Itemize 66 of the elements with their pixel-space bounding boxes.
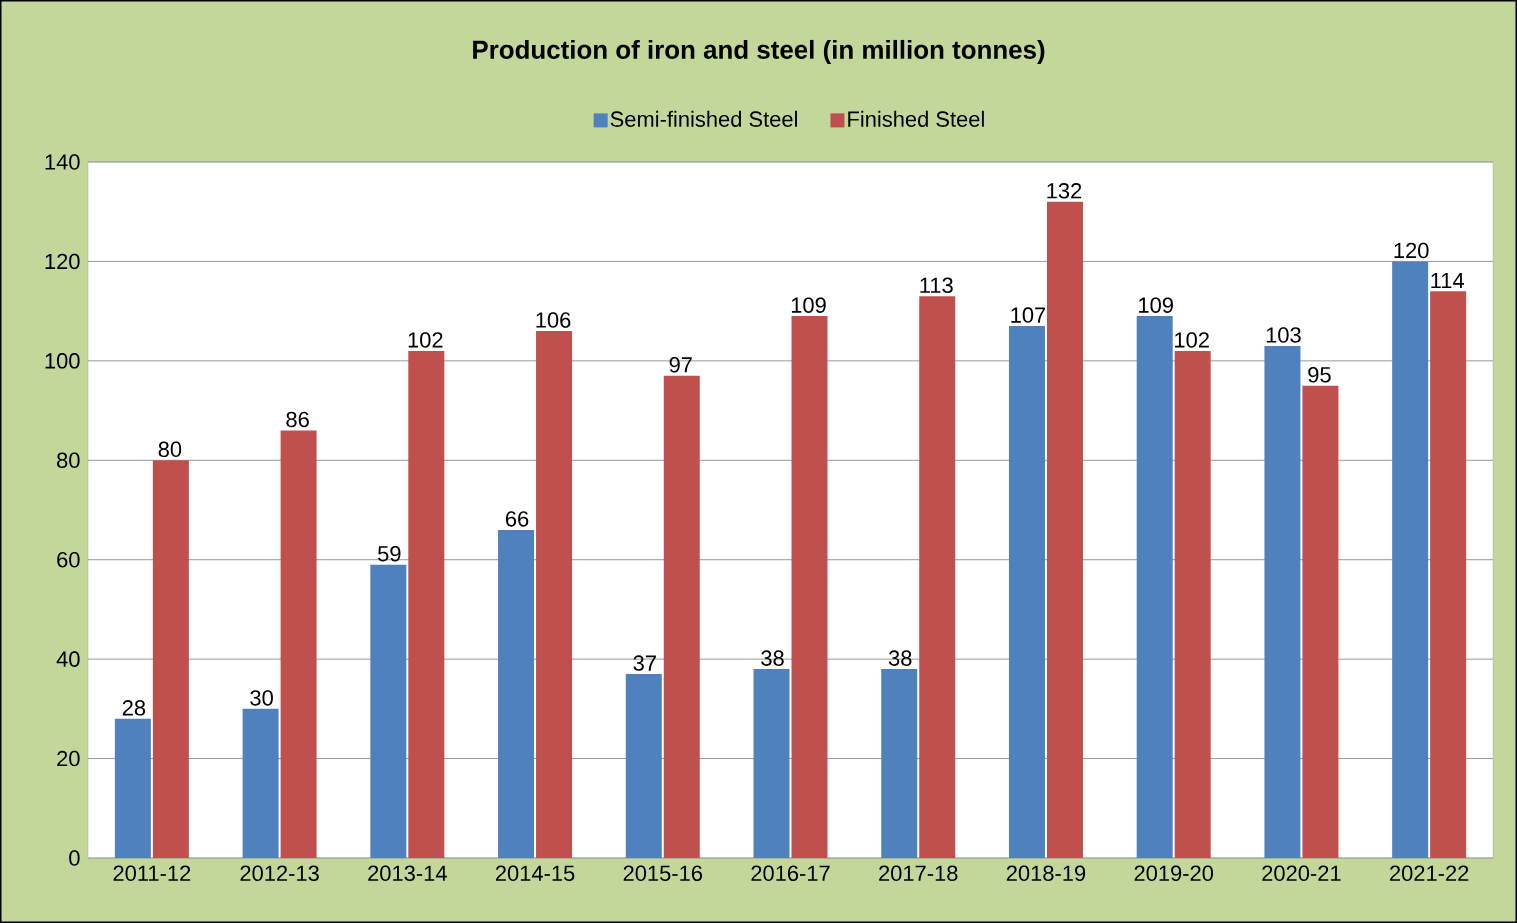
legend-label: Finished Steel: [848, 110, 984, 127]
x-tick-label: 2019-20: [1134, 865, 1214, 882]
x-tick-label: 2020-21: [1262, 865, 1341, 882]
bar: [1174, 350, 1211, 858]
bar: [498, 529, 535, 858]
bar: [370, 564, 407, 858]
bar: [408, 350, 445, 858]
bar: [1302, 385, 1339, 858]
x-tick-label: 2016-17: [751, 865, 830, 882]
x-tick-label: 2013-14: [368, 865, 447, 882]
bar: [625, 674, 662, 858]
bar: [1430, 291, 1467, 858]
data-label: 59: [378, 545, 401, 562]
data-label: 102: [408, 332, 443, 348]
bar: [1264, 345, 1301, 858]
data-label: 28: [122, 700, 146, 716]
y-tick-label: 0: [69, 850, 80, 866]
data-label: 80: [158, 441, 182, 458]
bar: [791, 316, 828, 858]
data-label: 38: [888, 650, 912, 666]
data-label: 109: [791, 297, 826, 313]
data-label: 66: [505, 511, 529, 527]
data-label: 106: [536, 312, 571, 328]
y-tick-label: 100: [45, 353, 80, 369]
bar: [536, 331, 573, 858]
bar: [280, 430, 317, 858]
x-tick-label: 2012-13: [240, 865, 319, 882]
data-label: 30: [250, 690, 273, 706]
y-tick-label: 20: [57, 750, 80, 767]
data-label: 95: [1308, 366, 1331, 383]
x-tick-label: 2014-15: [495, 865, 575, 882]
x-tick-label: 2017-18: [879, 865, 958, 882]
data-label: 114: [1431, 272, 1464, 289]
data-label: 102: [1175, 332, 1209, 348]
x-tick-label: 2015-16: [623, 865, 703, 882]
bar: [1008, 326, 1045, 858]
x-tick-label: 2021-22: [1390, 865, 1469, 882]
y-tick-label: 60: [57, 551, 80, 568]
bar: [152, 460, 189, 858]
data-label: 86: [286, 411, 309, 428]
bar: [919, 296, 956, 858]
chart-title: Production of iron and steel (in million tonnes): [473, 39, 1045, 65]
y-tick-label: 120: [45, 253, 80, 270]
x-tick-label: 2018-19: [1006, 865, 1086, 882]
data-label: 37: [633, 655, 656, 671]
bar: [1392, 261, 1429, 858]
data-label: 109: [1139, 297, 1173, 313]
x-tick-label: 2011-12: [113, 865, 191, 882]
bar: [663, 375, 700, 858]
bar: [114, 718, 151, 858]
bar: [881, 669, 918, 858]
data-label: 132: [1047, 183, 1082, 199]
data-label: 120: [1394, 242, 1429, 259]
data-label: 107: [1011, 307, 1046, 323]
legend-label: Semi-finished Steel: [610, 110, 797, 127]
data-label: 97: [669, 357, 692, 373]
data-label: 103: [1266, 327, 1301, 343]
data-label: 38: [761, 650, 784, 666]
data-label: 113: [920, 277, 953, 294]
bar: [242, 708, 279, 858]
bar: [1046, 201, 1083, 858]
bar: [1136, 316, 1173, 858]
y-tick-label: 40: [56, 651, 80, 667]
bar: [753, 669, 790, 858]
y-tick-label: 140: [45, 154, 80, 170]
y-tick-label: 80: [57, 452, 80, 469]
